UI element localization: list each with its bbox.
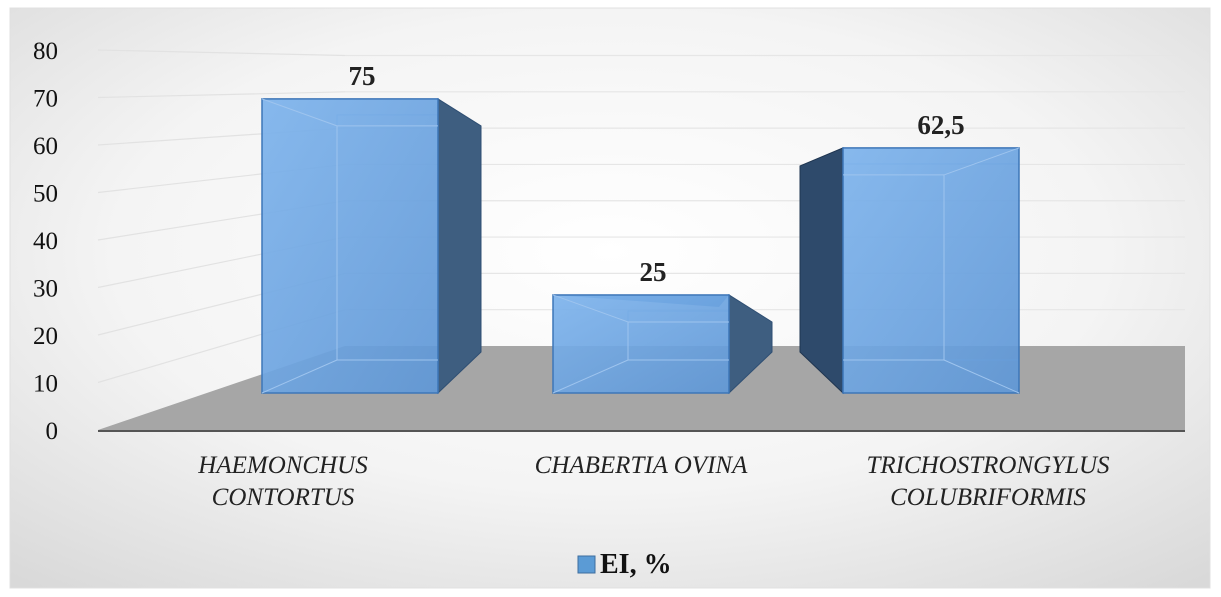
gridline-perspective (97, 49, 346, 57)
legend: EI, % (577, 549, 672, 580)
legend-label: EI, % (600, 549, 672, 580)
y-tick-label: 30 (33, 276, 58, 303)
gridline-perspective (97, 91, 346, 99)
bar-inner-edge (943, 359, 1020, 394)
data-labels: 75 25 62,5 (349, 61, 965, 287)
category-label: COLUBRIFORMIS (890, 484, 1086, 511)
y-tick-label: 50 (33, 181, 58, 208)
bar-inner-edge (943, 147, 1020, 176)
y-tick-label: 60 (33, 133, 58, 160)
bar-front (842, 147, 1020, 394)
y-tick-label: 40 (33, 228, 58, 255)
category-label: TRICHOSTRONGYLUS (866, 452, 1110, 479)
category-label: CONTORTUS (212, 484, 355, 511)
bar-inner-edge (261, 98, 338, 127)
bar-inner-edge (552, 294, 629, 323)
y-tick-label: 0 (46, 418, 59, 445)
y-axis: 0 10 20 30 40 50 60 70 80 (33, 38, 58, 445)
bar-side (437, 97, 482, 395)
bar (552, 294, 773, 395)
data-label: 25 (640, 257, 667, 287)
bar-inner-edge (552, 359, 629, 394)
bar (799, 147, 1020, 395)
y-tick-label: 70 (33, 86, 58, 113)
bar-front (261, 98, 439, 394)
bar-inner-edge (261, 359, 338, 394)
y-tick-label: 80 (33, 38, 58, 65)
x-axis: HAEMONCHUS CONTORTUS CHABERTIA OVINA TRICHO… (197, 452, 1110, 511)
category-label: HAEMONCHUS (197, 452, 368, 479)
bars (261, 97, 1020, 395)
category-label: CHABERTIA OVINA (535, 452, 748, 479)
bar-front (552, 294, 730, 394)
bar-side (799, 147, 844, 395)
y-tick-label: 10 (33, 371, 58, 398)
bar (261, 97, 482, 395)
data-label: 62,5 (917, 110, 964, 140)
legend-swatch (577, 555, 596, 574)
data-label: 75 (349, 61, 376, 91)
y-tick-label: 20 (33, 323, 58, 350)
